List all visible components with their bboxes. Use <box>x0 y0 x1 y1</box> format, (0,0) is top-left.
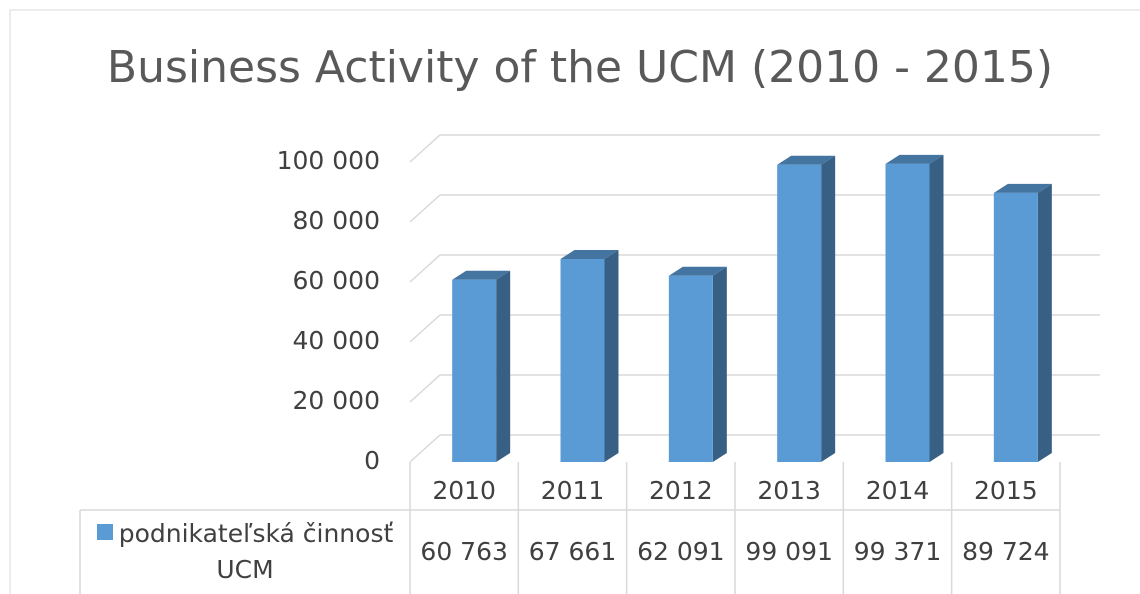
y-tick-label: 0 <box>364 446 380 475</box>
chart-frame <box>9 9 1140 594</box>
legend-swatch <box>96 524 113 540</box>
bar <box>885 163 930 462</box>
x-tick-label: 2013 <box>757 476 821 505</box>
bar-side <box>1037 183 1052 462</box>
bar-side <box>604 250 619 462</box>
bar <box>777 164 822 463</box>
x-tick-label: 2011 <box>541 476 605 505</box>
x-tick-label: 2014 <box>866 476 930 505</box>
table-value: 89 724 <box>962 537 1049 566</box>
bar-top <box>668 266 727 276</box>
x-tick-label: 2015 <box>974 476 1038 505</box>
grid-line <box>409 314 1100 343</box>
bar-top <box>777 155 836 165</box>
grid-line <box>409 194 1100 223</box>
table-value: 60 763 <box>420 537 507 566</box>
bar-top <box>452 270 511 280</box>
bar-top <box>560 250 619 260</box>
bar <box>668 275 713 462</box>
table-value: 67 661 <box>529 537 616 566</box>
grid-line <box>409 374 1100 403</box>
bar <box>993 192 1038 462</box>
bar <box>560 259 605 462</box>
legend: podnikateľská činnosť UCM <box>84 516 406 588</box>
y-tick-label: 60 000 <box>293 266 380 295</box>
bar-side <box>712 266 727 462</box>
grid-line <box>409 254 1100 283</box>
grid-line <box>409 434 1100 463</box>
bar-top <box>885 154 944 164</box>
table-value: 99 091 <box>745 537 832 566</box>
chart-title: Business Activity of the UCM (2010 - 201… <box>107 42 1053 93</box>
y-tick-label: 80 000 <box>293 206 380 235</box>
y-tick-label: 100 000 <box>277 146 380 175</box>
x-tick-label: 2012 <box>649 476 713 505</box>
x-tick-label: 2010 <box>432 476 496 505</box>
legend-label: podnikateľská činnosť UCM <box>118 519 394 584</box>
bar-side <box>929 154 944 462</box>
bar-side <box>821 155 836 463</box>
y-tick-label: 40 000 <box>293 326 380 355</box>
bar-side <box>496 270 511 462</box>
table-value: 62 091 <box>637 537 724 566</box>
bar <box>452 279 497 462</box>
table-value: 99 371 <box>854 537 941 566</box>
grid-line <box>409 134 1100 163</box>
bar-top <box>993 183 1052 193</box>
y-tick-label: 20 000 <box>293 386 380 415</box>
